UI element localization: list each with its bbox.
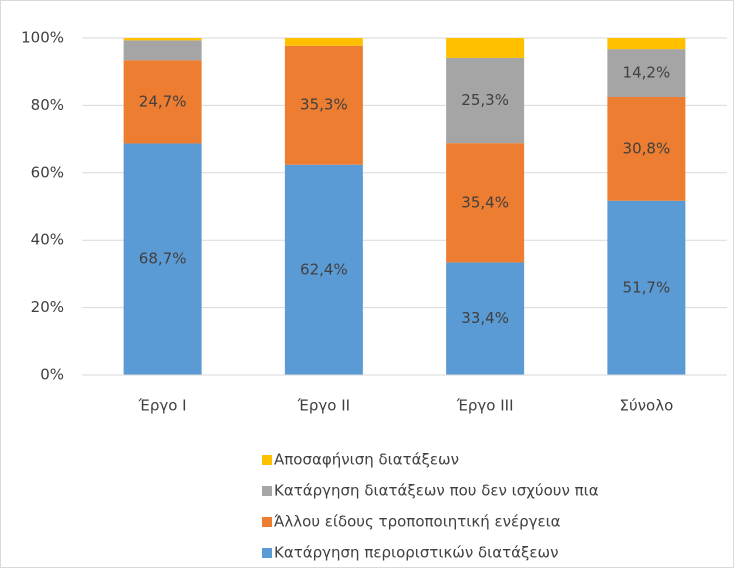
- bar-segment: [446, 57, 525, 144]
- data-label: 35,4%: [461, 193, 509, 211]
- x-tick-label: Έργο I: [138, 397, 187, 415]
- data-label: 62,4%: [300, 260, 348, 278]
- bar-segment: [123, 60, 202, 144]
- legend-label: Κατάργηση διατάξεων που δεν ισχύουν πια: [274, 482, 599, 500]
- bar-segment: [607, 38, 686, 50]
- legend-swatch: [262, 455, 272, 465]
- bar-segment: [284, 45, 363, 165]
- bar-segment: [123, 40, 202, 61]
- data-label: 68,7%: [139, 250, 187, 268]
- legend-label: Κατάργηση περιοριστικών διατάξεων: [274, 544, 558, 562]
- legend-swatch: [262, 517, 272, 527]
- bar-segment: [284, 38, 363, 46]
- legend-swatch: [262, 486, 272, 496]
- data-label: 35,3%: [300, 96, 348, 114]
- bar-segment: [123, 143, 202, 375]
- y-tick-label: 0%: [40, 366, 64, 384]
- data-label: 14,2%: [623, 64, 671, 82]
- bar-segment: [607, 200, 686, 375]
- bar-segment: [446, 38, 525, 58]
- data-label: 30,8%: [623, 139, 671, 157]
- legend-label: Άλλου είδους τροποποιητική ενέργεια: [274, 513, 561, 531]
- y-tick-label: 100%: [21, 29, 64, 47]
- legend-label: Αποσαφήνιση διατάξεων: [274, 451, 459, 469]
- bar-segment: [446, 262, 525, 375]
- y-tick-label: 80%: [31, 96, 64, 114]
- bar-segment: [284, 164, 363, 375]
- legend-swatch: [262, 548, 272, 558]
- data-label: 33,4%: [461, 309, 509, 327]
- x-tick-label: Σύνολο: [619, 397, 673, 415]
- bar-segment: [607, 96, 686, 201]
- x-tick-label: Έργο III: [456, 397, 514, 415]
- data-label: 51,7%: [623, 278, 671, 296]
- x-tick-label: Έργο II: [297, 397, 350, 415]
- data-label: 24,7%: [139, 92, 187, 110]
- bar-segment: [607, 49, 686, 97]
- y-tick-label: 60%: [31, 163, 64, 181]
- y-tick-label: 40%: [31, 231, 64, 249]
- bar-segment: [123, 38, 202, 41]
- y-tick-label: 20%: [31, 298, 64, 316]
- bar-segment: [446, 143, 525, 263]
- data-label: 25,3%: [461, 91, 509, 109]
